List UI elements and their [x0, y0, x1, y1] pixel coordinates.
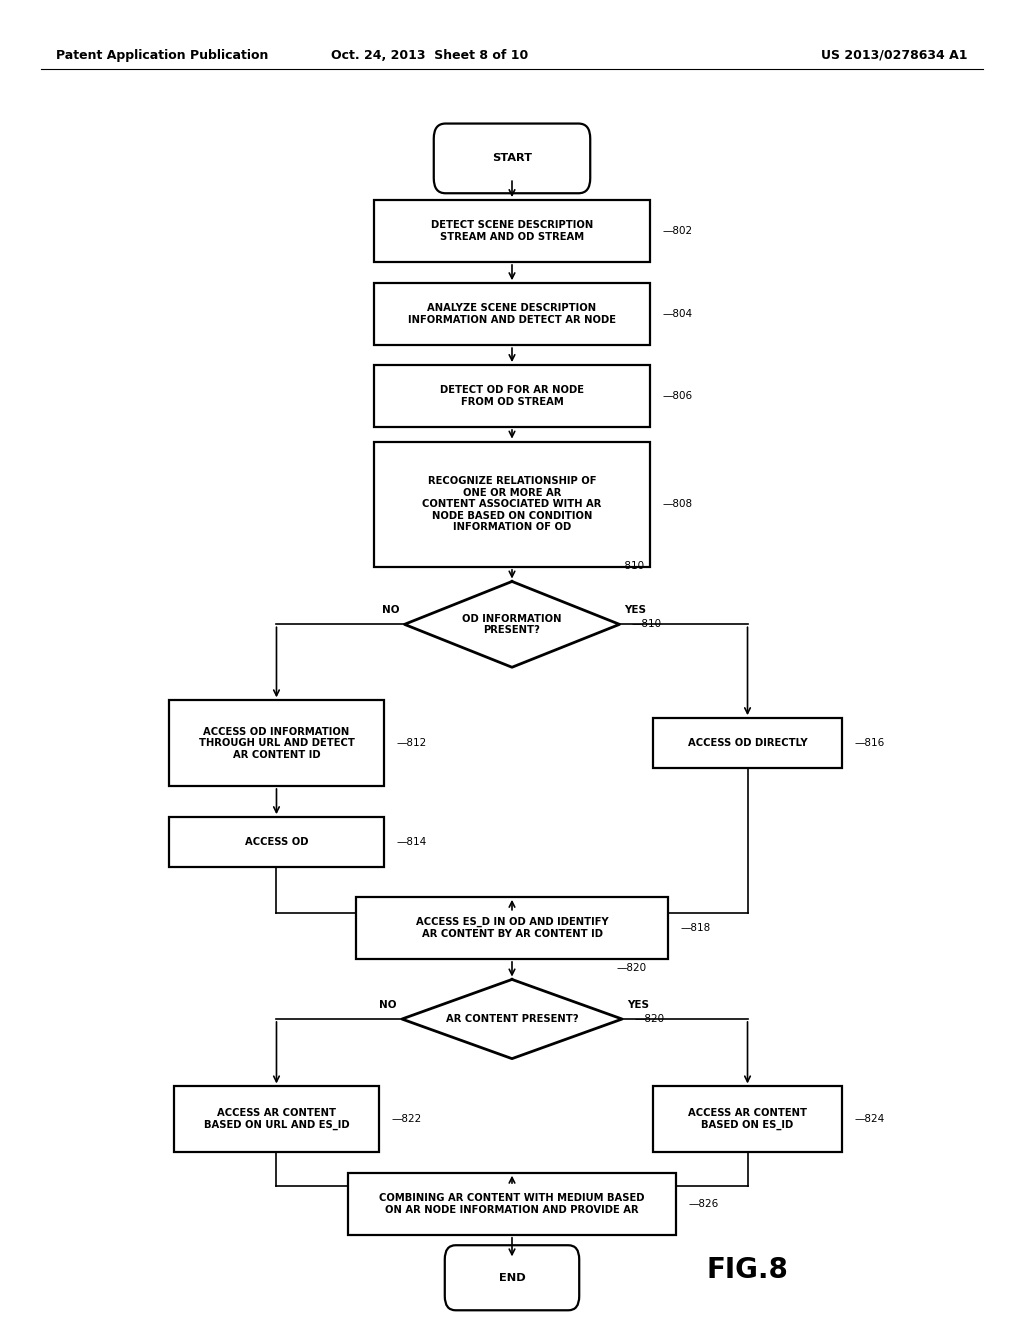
Polygon shape: [401, 979, 623, 1059]
Text: DETECT OD FOR AR NODE
FROM OD STREAM: DETECT OD FOR AR NODE FROM OD STREAM: [440, 385, 584, 407]
Text: ACCESS ES_D IN OD AND IDENTIFY
AR CONTENT BY AR CONTENT ID: ACCESS ES_D IN OD AND IDENTIFY AR CONTEN…: [416, 917, 608, 939]
Text: Patent Application Publication: Patent Application Publication: [56, 49, 268, 62]
FancyBboxPatch shape: [374, 364, 650, 428]
Text: —822: —822: [391, 1114, 422, 1125]
Text: ACCESS AR CONTENT
BASED ON URL AND ES_ID: ACCESS AR CONTENT BASED ON URL AND ES_ID: [204, 1109, 349, 1130]
FancyBboxPatch shape: [169, 817, 384, 867]
FancyBboxPatch shape: [653, 718, 842, 768]
FancyBboxPatch shape: [653, 1086, 842, 1152]
Text: —812: —812: [396, 738, 427, 748]
Text: RECOGNIZE RELATIONSHIP OF
ONE OR MORE AR
CONTENT ASSOCIATED WITH AR
NODE BASED O: RECOGNIZE RELATIONSHIP OF ONE OR MORE AR…: [422, 477, 602, 532]
FancyBboxPatch shape: [169, 700, 384, 787]
FancyBboxPatch shape: [374, 199, 650, 261]
Text: —804: —804: [663, 309, 692, 319]
Text: —810: —810: [614, 561, 644, 570]
FancyBboxPatch shape: [356, 898, 669, 958]
Text: —806: —806: [663, 391, 692, 401]
FancyBboxPatch shape: [174, 1086, 379, 1152]
Polygon shape: [404, 581, 620, 667]
FancyBboxPatch shape: [374, 441, 650, 568]
Text: FIG.8: FIG.8: [707, 1255, 788, 1284]
Text: —820: —820: [635, 1014, 665, 1024]
Text: —820: —820: [616, 962, 647, 973]
Text: —816: —816: [854, 738, 885, 748]
FancyBboxPatch shape: [374, 282, 650, 345]
Text: —802: —802: [663, 226, 692, 236]
Text: AR CONTENT PRESENT?: AR CONTENT PRESENT?: [445, 1014, 579, 1024]
Text: YES: YES: [625, 605, 646, 615]
Text: NO: NO: [382, 605, 399, 615]
Text: NO: NO: [379, 999, 397, 1010]
Text: ACCESS OD INFORMATION
THROUGH URL AND DETECT
AR CONTENT ID: ACCESS OD INFORMATION THROUGH URL AND DE…: [199, 726, 354, 760]
FancyBboxPatch shape: [434, 124, 590, 193]
Text: COMBINING AR CONTENT WITH MEDIUM BASED
ON AR NODE INFORMATION AND PROVIDE AR: COMBINING AR CONTENT WITH MEDIUM BASED O…: [379, 1193, 645, 1214]
Text: START: START: [492, 153, 532, 164]
Text: Oct. 24, 2013  Sheet 8 of 10: Oct. 24, 2013 Sheet 8 of 10: [332, 49, 528, 62]
Text: —814: —814: [396, 837, 427, 847]
Text: —808: —808: [663, 499, 692, 510]
Text: DETECT SCENE DESCRIPTION
STREAM AND OD STREAM: DETECT SCENE DESCRIPTION STREAM AND OD S…: [431, 220, 593, 242]
Text: —826: —826: [688, 1199, 719, 1209]
Text: YES: YES: [627, 999, 649, 1010]
Text: END: END: [499, 1272, 525, 1283]
Text: ANALYZE SCENE DESCRIPTION
INFORMATION AND DETECT AR NODE: ANALYZE SCENE DESCRIPTION INFORMATION AN…: [408, 304, 616, 325]
Text: OD INFORMATION
PRESENT?: OD INFORMATION PRESENT?: [462, 614, 562, 635]
Text: —810: —810: [632, 619, 662, 630]
FancyBboxPatch shape: [444, 1245, 580, 1311]
FancyBboxPatch shape: [348, 1172, 676, 1236]
Text: —824: —824: [854, 1114, 885, 1125]
Text: ACCESS AR CONTENT
BASED ON ES_ID: ACCESS AR CONTENT BASED ON ES_ID: [688, 1109, 807, 1130]
Text: —818: —818: [680, 923, 711, 933]
Text: ACCESS OD: ACCESS OD: [245, 837, 308, 847]
Text: US 2013/0278634 A1: US 2013/0278634 A1: [821, 49, 968, 62]
Text: ACCESS OD DIRECTLY: ACCESS OD DIRECTLY: [688, 738, 807, 748]
